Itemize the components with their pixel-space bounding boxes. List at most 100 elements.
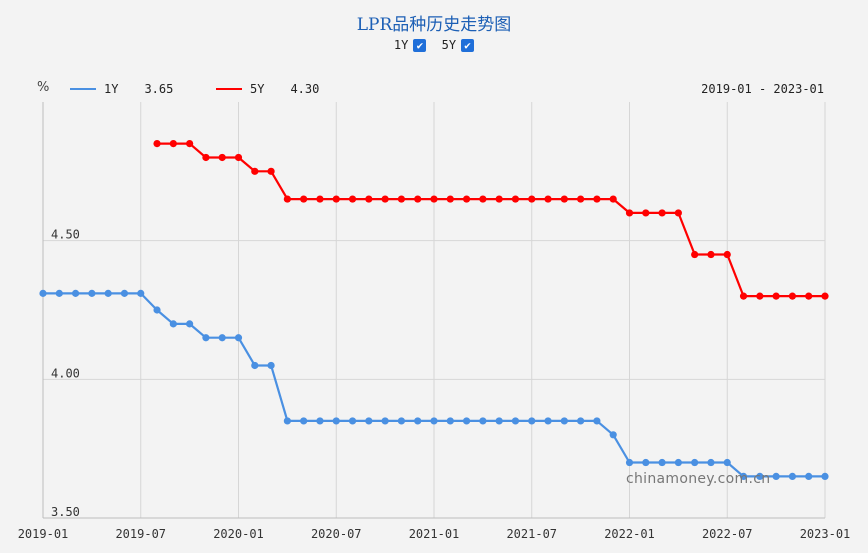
y-axis-unit: % bbox=[37, 80, 50, 95]
date-range: 2019-01 - 2023-01 bbox=[701, 82, 824, 96]
data-point-1y bbox=[772, 472, 780, 480]
legend-item-1y[interactable]: 1Y 3.65 bbox=[70, 82, 173, 96]
data-point-1y bbox=[446, 417, 454, 425]
data-point-1y bbox=[511, 417, 520, 425]
data-point-5y bbox=[805, 292, 813, 300]
data-point-5y bbox=[739, 292, 748, 300]
data-point-1y bbox=[462, 417, 471, 425]
data-point-5y bbox=[658, 209, 666, 217]
data-point-5y bbox=[267, 167, 275, 175]
data-point-1y bbox=[756, 472, 764, 480]
data-point-5y bbox=[397, 195, 406, 203]
data-point-1y bbox=[267, 361, 275, 370]
data-point-5y bbox=[316, 195, 324, 203]
legend-value-5y: 4.30 bbox=[290, 82, 320, 96]
data-point-1y bbox=[642, 458, 650, 467]
data-point-1y bbox=[55, 289, 63, 297]
data-point-1y bbox=[544, 417, 552, 425]
toggle-1y[interactable]: 1Y ✔ bbox=[393, 38, 427, 52]
data-point-5y bbox=[186, 140, 194, 148]
data-point-5y bbox=[756, 292, 764, 300]
data-point-1y bbox=[251, 361, 259, 370]
data-point-1y bbox=[430, 417, 438, 425]
data-point-1y bbox=[365, 417, 373, 425]
x-tick-label: 2019-07 bbox=[115, 527, 166, 541]
data-point-5y bbox=[593, 195, 601, 203]
legend-line-5y-icon bbox=[216, 88, 242, 90]
data-point-1y bbox=[104, 289, 112, 297]
checkbox-1y-icon[interactable]: ✔ bbox=[413, 38, 427, 52]
data-point-1y bbox=[821, 472, 829, 480]
data-point-1y bbox=[739, 472, 748, 480]
y-tick-label: 4.50 bbox=[51, 228, 80, 242]
data-point-5y bbox=[365, 195, 373, 203]
toggle-5y-label: 5Y bbox=[441, 38, 457, 52]
data-point-1y bbox=[479, 417, 487, 425]
data-point-5y bbox=[707, 250, 715, 259]
data-point-1y bbox=[381, 417, 389, 425]
data-point-1y bbox=[707, 458, 715, 467]
chart-title: LPR品种历史走势图 bbox=[356, 15, 512, 35]
data-point-1y bbox=[560, 417, 568, 425]
data-point-1y bbox=[186, 320, 194, 328]
data-point-5y bbox=[446, 195, 454, 203]
data-point-5y bbox=[674, 209, 682, 217]
data-point-5y bbox=[495, 195, 503, 203]
legend-name-1y: 1Y bbox=[104, 82, 119, 96]
data-point-5y bbox=[332, 195, 340, 203]
data-point-1y bbox=[805, 472, 813, 480]
data-point-1y bbox=[332, 417, 340, 425]
checkbox-5y-icon[interactable]: ✔ bbox=[461, 38, 475, 52]
data-point-1y bbox=[528, 417, 536, 425]
data-point-1y bbox=[495, 417, 503, 425]
data-point-1y bbox=[88, 289, 96, 297]
legend-value-1y: 3.65 bbox=[144, 82, 174, 96]
data-point-1y bbox=[202, 334, 210, 342]
toggle-1y-label: 1Y bbox=[393, 38, 409, 52]
data-point-1y bbox=[283, 417, 291, 425]
x-tick-label: 2020-07 bbox=[311, 527, 362, 541]
series-toggles: 1Y ✔ 5Y ✔ bbox=[0, 38, 868, 52]
x-tick-label: 2019-01 bbox=[18, 527, 69, 541]
y-tick-label: 3.50 bbox=[51, 505, 80, 519]
data-point-1y bbox=[691, 458, 699, 467]
data-point-5y bbox=[462, 195, 471, 203]
data-point-5y bbox=[218, 153, 226, 162]
data-point-5y bbox=[528, 195, 536, 203]
data-point-5y bbox=[577, 195, 585, 203]
data-point-5y bbox=[300, 195, 308, 203]
data-point-5y bbox=[234, 153, 243, 162]
data-point-5y bbox=[251, 167, 259, 175]
data-point-1y bbox=[723, 458, 731, 467]
data-point-1y bbox=[316, 417, 324, 425]
data-point-1y bbox=[218, 334, 226, 342]
data-point-1y bbox=[71, 289, 80, 297]
data-point-1y bbox=[658, 458, 666, 467]
data-point-1y bbox=[593, 417, 601, 425]
toggle-5y[interactable]: 5Y ✔ bbox=[441, 38, 475, 52]
data-point-5y bbox=[691, 250, 699, 259]
data-point-1y bbox=[414, 417, 422, 425]
data-point-5y bbox=[348, 195, 357, 203]
data-point-5y bbox=[625, 209, 634, 217]
data-point-5y bbox=[723, 250, 731, 259]
data-point-5y bbox=[169, 140, 177, 148]
data-point-1y bbox=[120, 289, 129, 297]
x-tick-label: 2020-01 bbox=[213, 527, 264, 541]
legend-item-5y[interactable]: 5Y 4.30 bbox=[216, 82, 319, 96]
data-point-1y bbox=[577, 417, 585, 425]
data-point-1y bbox=[674, 458, 682, 467]
data-point-1y bbox=[169, 320, 177, 328]
data-point-1y bbox=[625, 458, 634, 467]
data-point-1y bbox=[39, 289, 47, 297]
y-tick-label: 4.00 bbox=[51, 366, 80, 380]
data-point-5y bbox=[511, 195, 520, 203]
data-point-5y bbox=[381, 195, 389, 203]
data-point-5y bbox=[788, 292, 797, 300]
data-point-1y bbox=[397, 417, 406, 425]
legend-name-5y: 5Y bbox=[250, 82, 265, 96]
x-tick-label: 2022-07 bbox=[702, 527, 753, 541]
x-tick-label: 2021-01 bbox=[409, 527, 460, 541]
legend-line-1y-icon bbox=[70, 88, 96, 90]
